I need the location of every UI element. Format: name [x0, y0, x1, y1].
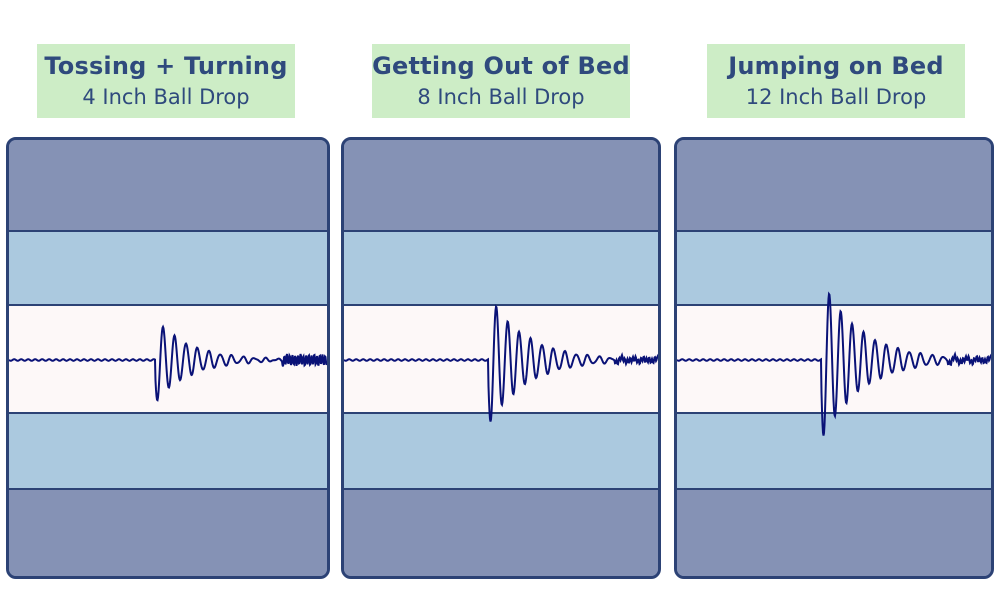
label-subtitle: 8 Inch Ball Drop	[417, 84, 585, 109]
label-getting-out-of-bed: Getting Out of Bed 8 Inch Ball Drop	[372, 44, 630, 118]
mattress-panel-1	[6, 137, 330, 579]
label-title: Jumping on Bed	[728, 51, 944, 80]
base-layer	[677, 488, 991, 576]
upper-comfort-layer	[677, 230, 991, 304]
label-subtitle: 4 Inch Ball Drop	[82, 84, 250, 109]
label-title: Getting Out of Bed	[372, 51, 630, 80]
upper-comfort-layer	[344, 230, 658, 304]
mattress-panel-2	[341, 137, 661, 579]
top-layer	[677, 140, 991, 230]
lower-comfort-layer	[677, 414, 991, 488]
motion-waveform-1	[9, 324, 327, 402]
motion-waveform-3	[677, 291, 991, 436]
base-layer	[9, 488, 327, 576]
lower-comfort-layer	[344, 414, 658, 488]
top-layer	[9, 140, 327, 230]
label-tossing-turning: Tossing + Turning 4 Inch Ball Drop	[37, 44, 295, 118]
upper-comfort-layer	[9, 230, 327, 304]
label-subtitle: 12 Inch Ball Drop	[745, 84, 927, 109]
lower-comfort-layer	[9, 414, 327, 488]
label-title: Tossing + Turning	[44, 51, 288, 80]
top-layer	[344, 140, 658, 230]
label-jumping-on-bed: Jumping on Bed 12 Inch Ball Drop	[707, 44, 965, 118]
motion-waveform-2	[344, 304, 658, 422]
base-layer	[344, 488, 658, 576]
mattress-panel-3	[674, 137, 994, 579]
